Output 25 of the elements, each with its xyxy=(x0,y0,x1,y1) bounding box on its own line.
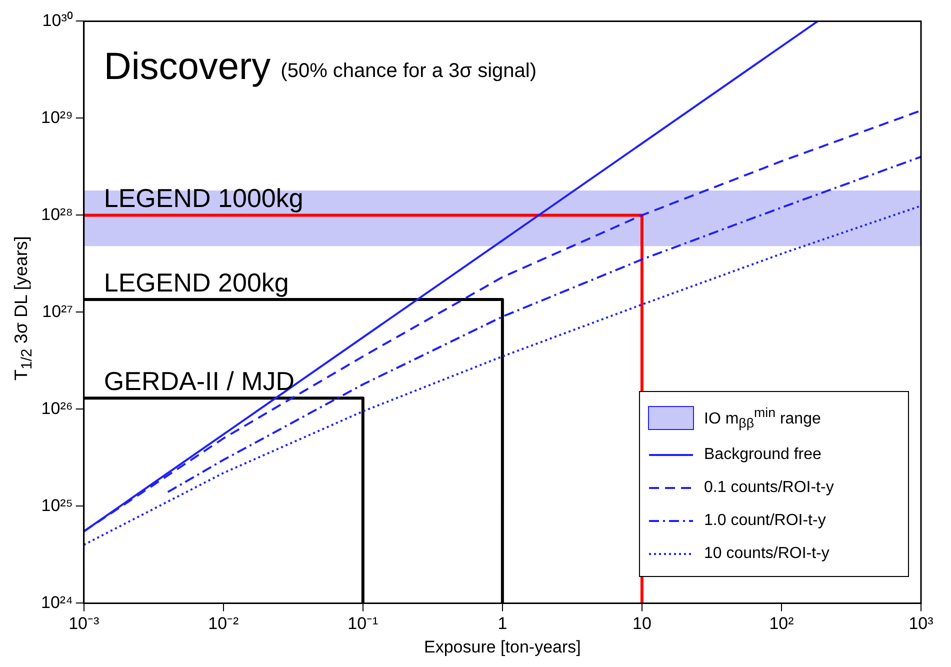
y-tick-label: 10²⁹ xyxy=(41,108,73,127)
legend-label: IO m$_{ββ}$$^{min}$ range xyxy=(704,405,821,431)
x-tick-label: 1 xyxy=(498,614,508,634)
annotation: LEGEND 1000kg xyxy=(104,183,304,214)
y-tick-label: 10²⁸ xyxy=(41,204,73,224)
x-tick-label: 10⁻¹ xyxy=(348,614,379,634)
text: Discovery xyxy=(104,46,271,88)
y-tick-label: 10²⁴ xyxy=(41,592,73,612)
legend-label: 10 counts/ROI-t-y xyxy=(704,544,830,563)
y-tick-label: 10³⁰ xyxy=(42,10,73,30)
x-tick-label: 10⁻² xyxy=(208,614,240,634)
annotation: LEGEND 200kg xyxy=(104,268,289,298)
x-tick-label: 10 xyxy=(632,614,652,634)
y-tick-label: 10²⁷ xyxy=(42,302,73,321)
y-tick-label: 10²⁵ xyxy=(41,496,73,515)
legend-label: Background free xyxy=(704,446,822,464)
text: (50% chance for a 3σ signal) xyxy=(280,60,536,82)
legend-label: 0.1 counts/ROI-t-y xyxy=(704,478,834,497)
x-tick-label: 10² xyxy=(769,614,794,634)
y-tick-label: 10²⁶ xyxy=(41,398,73,418)
x-tick-label: 10⁻³ xyxy=(68,614,100,634)
x-axis-title: Exposure [ton-years] xyxy=(424,637,581,656)
x-tick-label: 10³ xyxy=(908,614,934,634)
legend-label: 1.0 count/ROI-t-y xyxy=(704,512,826,530)
annotation: GERDA-II / MJD xyxy=(104,366,295,396)
